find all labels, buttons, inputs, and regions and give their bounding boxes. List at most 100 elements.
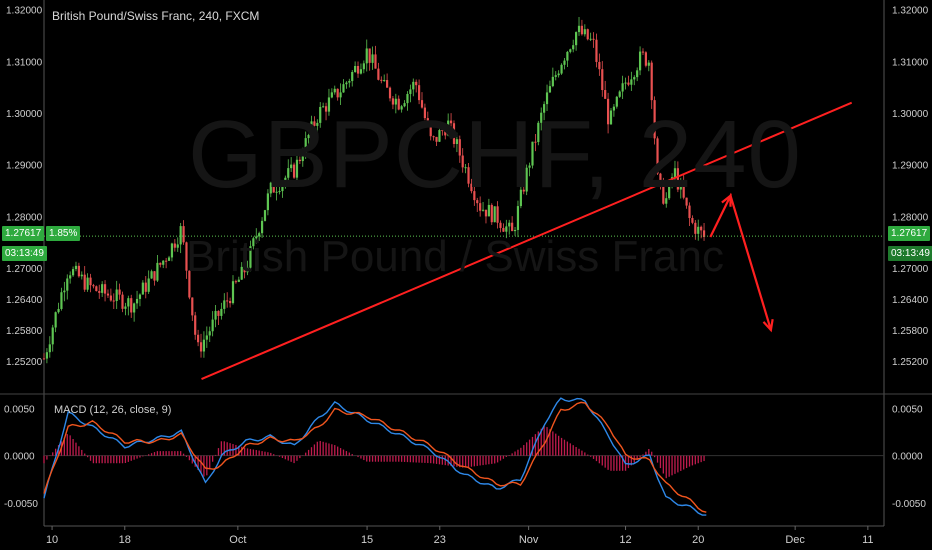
candle-body [476,200,479,204]
candle-body [685,197,688,206]
candle-body [484,209,488,217]
candle-body [525,167,528,192]
macd-tick-left: -0.0050 [4,499,38,510]
candle-body [662,181,665,204]
candle-body [287,168,290,178]
candle-body [74,265,78,270]
candle-body [348,81,351,83]
candle-body [60,292,63,309]
candle-body [496,206,499,223]
candle-body [618,91,621,97]
candle-body [51,327,54,345]
candle-body [691,218,694,223]
candle-body [673,168,677,178]
candle-body [432,136,435,138]
candle-body [415,81,418,86]
candle-body [80,274,83,277]
candle-body [636,70,639,78]
candle-body [528,165,531,168]
candle-body [668,180,671,199]
candle-body [98,291,101,293]
candle-body [191,297,194,316]
price-tick-right: 1.30000 [892,109,929,120]
chart-title: British Pound/Swiss Franc, 240, FXCM [52,9,260,23]
candle-body [101,284,104,293]
candle-body [403,103,406,107]
time-tick-label: 23 [434,534,446,546]
time-tick-label: 10 [46,534,58,546]
signal-line [43,401,707,513]
candle-body [127,298,130,307]
projection-arrow-head-up [721,193,732,207]
candle-body [165,260,168,262]
candle-body [319,106,322,123]
candle-body [301,156,304,162]
candle-body [633,77,636,80]
candle-body [598,61,601,70]
candle-body [531,141,534,166]
candle-body [316,122,319,126]
candle-body [179,226,182,245]
candle-body [627,82,630,85]
candle-body [638,51,642,71]
candle-body [211,319,214,332]
candle-body [42,358,46,360]
candle-body [688,205,691,219]
price-tick-right: 1.27000 [892,264,929,275]
candle-body [141,282,144,295]
candle-body [159,262,162,265]
candle-body [548,86,552,93]
candle-body [260,220,264,234]
candle-body [455,139,458,144]
price-tick-left: 1.26400 [6,295,43,306]
candle-body [679,183,682,190]
time-tick-label: Nov [519,534,539,546]
candle-body [313,121,316,126]
candle-body [226,300,229,302]
candle-body [205,335,208,340]
candle-body [513,229,517,232]
candle-body [429,124,432,137]
candle-body [240,266,243,280]
candle-body [580,25,584,35]
candle-body [144,282,147,292]
candle-body [499,222,502,228]
candle-body [339,92,342,98]
candle-body [106,293,110,296]
candle-body [269,182,272,194]
candle-body [237,279,240,282]
candle-body [147,278,150,292]
price-tick-left: 1.28000 [6,212,43,223]
price-tick-right: 1.26400 [892,295,929,306]
price-tick-left: 1.25200 [6,357,43,368]
watermark-name: British Pound / Swiss Franc [186,232,724,281]
candle-body [461,155,464,168]
candle-body [284,177,287,183]
candle-body [188,270,191,298]
candle-body [57,308,60,313]
candle-body [589,38,592,40]
candle-body [266,193,269,211]
candle-body [409,89,412,94]
candle-body [130,298,133,313]
candle-body [653,100,656,139]
candle-body [327,97,331,112]
candle-body [202,339,206,352]
candle-body [115,289,118,302]
candle-body [630,79,633,85]
candle-body [522,189,525,192]
candle-body [217,310,220,316]
macd-tick-left: 0.0050 [4,404,35,415]
candle-body [118,289,121,295]
candle-body [487,204,490,217]
macd-tick-left: 0.0000 [4,452,35,463]
right-timer-tag: 03:13:49 [888,246,932,261]
candle-body [153,271,156,281]
candle-body [447,120,450,136]
candle-body [694,222,697,234]
candle-body [545,92,549,105]
candle-body [368,48,371,63]
candle-body [156,262,159,281]
candle-body [481,209,485,211]
